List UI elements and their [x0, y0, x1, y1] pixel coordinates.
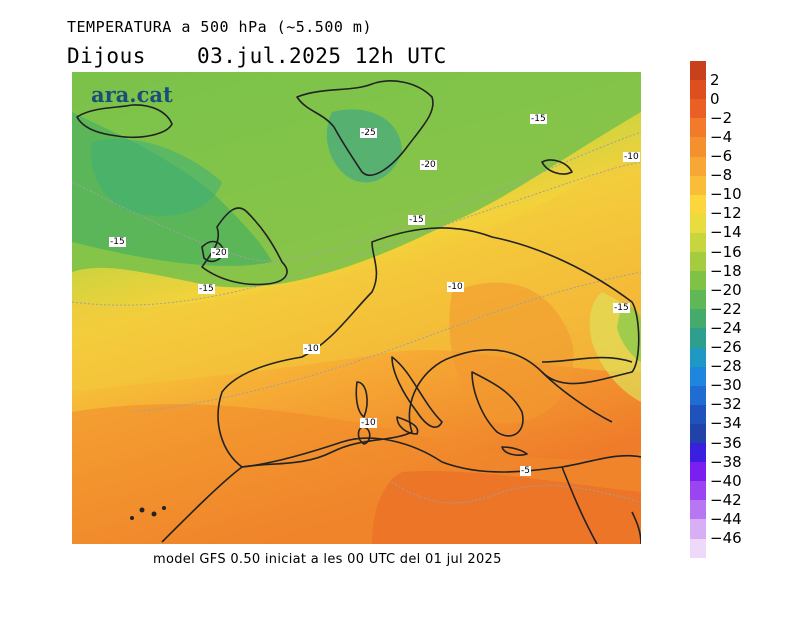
forecast-time: Dijous 03.jul.2025 12h UTC	[67, 44, 446, 68]
contour-label: -10	[360, 418, 377, 428]
contour-label: -20	[211, 248, 228, 258]
legend-swatch	[690, 462, 706, 482]
legend-label: −14	[710, 223, 742, 242]
legend-swatch	[690, 538, 706, 559]
contour-label: -15	[613, 303, 630, 313]
contour-label: -10	[303, 344, 320, 354]
legend-swatch	[690, 481, 706, 501]
contour-label: -25	[360, 128, 377, 138]
legend-label: −16	[710, 242, 742, 261]
legend-label: −24	[710, 318, 742, 337]
legend-label: −36	[710, 433, 742, 452]
legend-label: −38	[710, 452, 742, 471]
legend-label: −40	[710, 471, 742, 490]
legend-label: −6	[710, 147, 733, 165]
contour-label: -15	[530, 114, 547, 124]
legend-label: −2	[710, 108, 733, 127]
legend-label: −44	[710, 509, 742, 528]
legend-label: −46	[710, 529, 742, 547]
legend-label: −32	[710, 395, 742, 414]
legend-swatch	[690, 423, 706, 444]
contour-label: -15	[198, 284, 215, 294]
legend-swatch	[690, 194, 706, 215]
legend-swatch	[690, 404, 706, 425]
canary-islands	[130, 506, 166, 520]
legend-swatch	[690, 252, 706, 272]
legend-swatch	[690, 271, 706, 291]
legend-swatch	[690, 500, 706, 520]
legend-label: −22	[710, 299, 742, 318]
brand-logo: ara.cat	[91, 82, 173, 107]
legend-swatch	[690, 385, 706, 406]
legend-label: −26	[710, 338, 742, 356]
contour-label: -20	[420, 160, 437, 170]
contour-label: -5	[520, 466, 531, 476]
legend-swatch	[690, 213, 706, 234]
legend-swatch	[690, 290, 706, 310]
contour-label: -10	[447, 282, 464, 292]
legend-swatch	[690, 443, 706, 463]
legend-swatch	[690, 519, 706, 539]
contour-label: -15	[408, 215, 425, 225]
legend-swatch	[690, 137, 706, 157]
legend-label: 0	[710, 89, 720, 108]
legend-swatch	[690, 175, 706, 196]
legend-label: −30	[710, 376, 742, 395]
legend-label: −12	[710, 204, 742, 223]
map-title: TEMPERATURA a 500 hPa (~5.500 m)	[67, 18, 372, 36]
legend-label: 2	[710, 70, 720, 89]
legend-label: −10	[710, 185, 742, 204]
contour-label: -10	[623, 152, 640, 162]
legend-swatch	[690, 309, 706, 329]
legend-swatch	[690, 347, 706, 368]
legend-label: −28	[710, 357, 742, 376]
legend-label: −20	[710, 280, 742, 299]
forecast-datetime: 03.jul.2025 12h UTC	[197, 44, 447, 68]
legend-label: −4	[710, 127, 733, 146]
forecast-day: Dijous	[67, 44, 146, 68]
legend-swatch	[690, 118, 706, 138]
legend-swatch	[690, 156, 706, 177]
legend-swatch	[690, 61, 706, 81]
legend-swatch	[690, 232, 706, 253]
map-field	[72, 72, 641, 544]
contour-label: -15	[109, 237, 126, 247]
legend-label: −42	[710, 490, 742, 509]
legend-swatch	[690, 80, 706, 100]
legend-swatch	[690, 366, 706, 387]
legend-label: −8	[710, 166, 733, 185]
legend-swatch	[690, 99, 706, 119]
legend-swatch	[690, 328, 706, 348]
temperature-map: ara.cat -25 -15 -20 -10 -15 -15 -20 -15 …	[72, 72, 641, 544]
legend-label: −18	[710, 261, 742, 280]
legend-label: −34	[710, 414, 742, 433]
model-run-info: model GFS 0.50 iniciat a les 00 UTC del …	[153, 552, 502, 567]
